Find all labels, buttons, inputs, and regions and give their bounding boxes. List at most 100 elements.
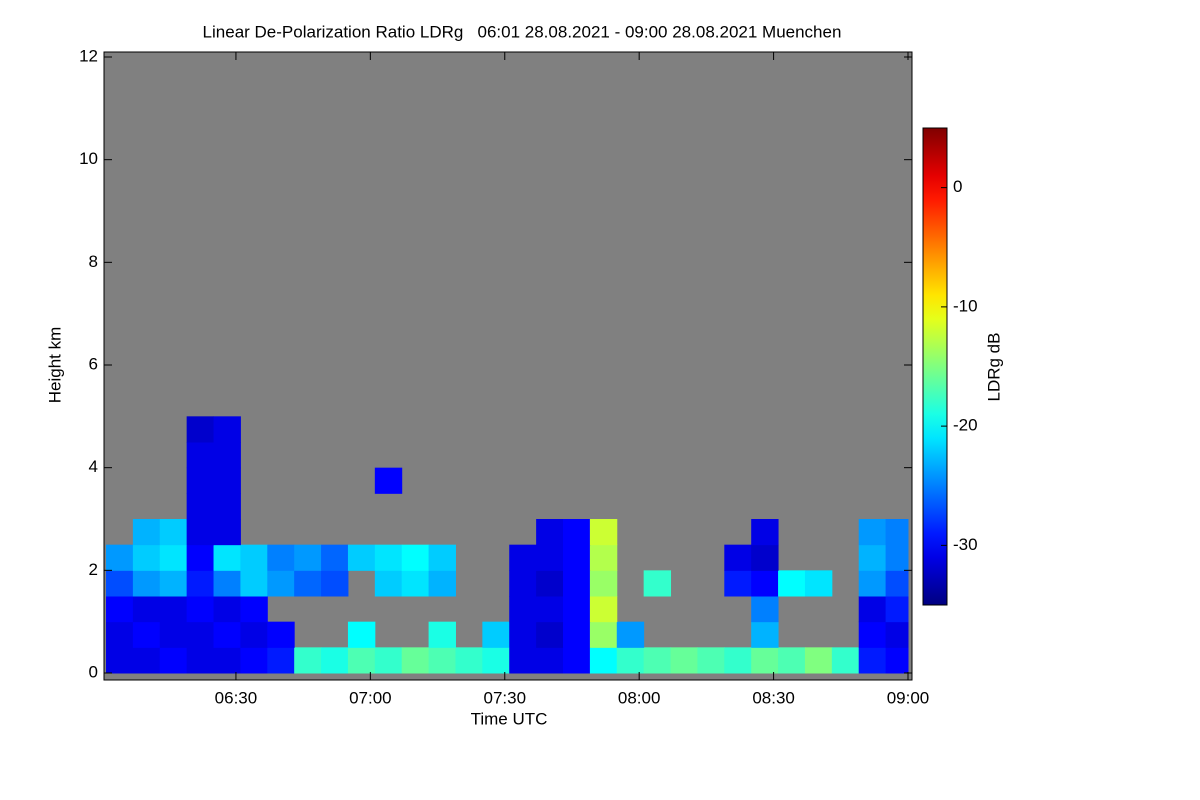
- heatmap-cell: [213, 621, 241, 648]
- heatmap-cell: [428, 570, 456, 597]
- y-tick-label: 6: [89, 354, 98, 373]
- heatmap-cell: [106, 544, 134, 571]
- heatmap-cell: [563, 519, 591, 546]
- heatmap-cell: [751, 544, 779, 571]
- heatmap-cell: [159, 596, 188, 623]
- heatmap-cell: [670, 647, 698, 674]
- heatmap-cell: [428, 544, 456, 571]
- heatmap-cell: [616, 621, 645, 648]
- heatmap-cell: [858, 570, 887, 597]
- heatmap-cell: [186, 493, 215, 520]
- heatmap-cell: [589, 544, 618, 571]
- heatmap-cell: [159, 621, 188, 648]
- heatmap-cell: [509, 570, 537, 597]
- heatmap-cell: [643, 647, 672, 674]
- heatmap-cell: [589, 621, 618, 648]
- heatmap-cell: [536, 544, 564, 571]
- x-tick-label: 06:30: [215, 688, 258, 707]
- heatmap-cell: [563, 544, 591, 571]
- heatmap-cell: [186, 621, 215, 648]
- heatmap-cell: [482, 621, 510, 648]
- heatmap-cell: [751, 570, 779, 597]
- heatmap-cell: [804, 647, 833, 674]
- heatmap-cell: [428, 621, 456, 648]
- y-tick-label: 8: [89, 252, 98, 271]
- heatmap-cell: [106, 621, 134, 648]
- heatmap-cell: [374, 544, 403, 571]
- y-tick-label: 2: [89, 560, 98, 579]
- heatmap-cell: [213, 647, 241, 674]
- heatmap-cell: [186, 467, 215, 494]
- heatmap-cell: [132, 647, 161, 674]
- heatmap-cell: [751, 621, 779, 648]
- heatmap-cell: [159, 544, 188, 571]
- heatmap-cell: [536, 647, 564, 674]
- heatmap-cell: [347, 544, 376, 571]
- heatmap-cell: [401, 544, 430, 571]
- heatmap-cell: [240, 570, 268, 597]
- heatmap-cell: [885, 621, 909, 648]
- heatmap-cell: [509, 596, 537, 623]
- heatmap-cell: [213, 596, 241, 623]
- heatmap-cell: [751, 647, 779, 674]
- heatmap-cell: [536, 621, 564, 648]
- heatmap-cell: [724, 647, 752, 674]
- heatmap-cell: [321, 544, 349, 571]
- heatmap-cell: [213, 519, 241, 546]
- heatmap-cell: [831, 647, 860, 674]
- x-axis-label: Time UTC: [471, 709, 548, 728]
- heatmap-cell: [751, 596, 779, 623]
- heatmap-cell: [240, 647, 268, 674]
- heatmap-cell: [106, 596, 134, 623]
- heatmap-cell: [778, 570, 806, 597]
- x-tick-label: 09:00: [887, 688, 930, 707]
- plot-frame: [103, 51, 913, 681]
- heatmap-cell: [213, 467, 241, 494]
- heatmap-cell: [132, 570, 161, 597]
- heatmap-cell: [697, 647, 725, 674]
- heatmap-cell: [294, 544, 322, 571]
- heatmap-cell: [321, 570, 349, 597]
- heatmap-cell: [267, 544, 295, 571]
- heatmap-cell: [616, 647, 645, 674]
- heatmap-cell: [885, 544, 909, 571]
- heatmap-cell: [267, 647, 295, 674]
- heatmap-cell: [885, 570, 909, 597]
- heatmap-cell: [374, 647, 403, 674]
- heatmap-cell: [132, 544, 161, 571]
- heatmap-cell: [132, 596, 161, 623]
- heatmap-cell: [106, 570, 134, 597]
- heatmap-cell: [186, 544, 215, 571]
- y-axis-label: Height km: [45, 327, 64, 404]
- heatmap-cell: [186, 519, 215, 546]
- heatmap-cell: [455, 647, 483, 674]
- heatmap-cell: [240, 621, 268, 648]
- heatmap-cell: [240, 544, 268, 571]
- x-tick-label: 07:00: [349, 688, 392, 707]
- heatmap-cell: [724, 570, 752, 597]
- colorbar-label: LDRg dB: [984, 333, 1003, 402]
- heatmap-cell: [132, 519, 161, 546]
- heatmap-cell: [159, 570, 188, 597]
- heatmap-cell: [213, 570, 241, 597]
- y-tick-label: 0: [89, 662, 98, 681]
- heatmap-cell: [751, 519, 779, 546]
- heatmap-cell: [294, 570, 322, 597]
- heatmap-cell: [885, 647, 909, 674]
- heatmap-cell: [186, 647, 215, 674]
- heatmap-cell: [885, 519, 909, 546]
- x-tick-label: 08:30: [752, 688, 795, 707]
- heatmap-cell: [106, 647, 134, 674]
- heatmap-cell: [643, 570, 672, 597]
- heatmap-cell: [401, 570, 430, 597]
- heatmap-cell: [482, 647, 510, 674]
- heatmap-cell: [778, 647, 806, 674]
- colorbar-tick-label: -30: [953, 535, 978, 554]
- colorbar-tick-label: -20: [953, 416, 978, 435]
- heatmap-cell: [401, 647, 430, 674]
- heatmap-cell: [858, 647, 887, 674]
- heatmap-cell: [321, 647, 349, 674]
- heatmap-cell: [509, 544, 537, 571]
- heatmap-cell: [858, 596, 887, 623]
